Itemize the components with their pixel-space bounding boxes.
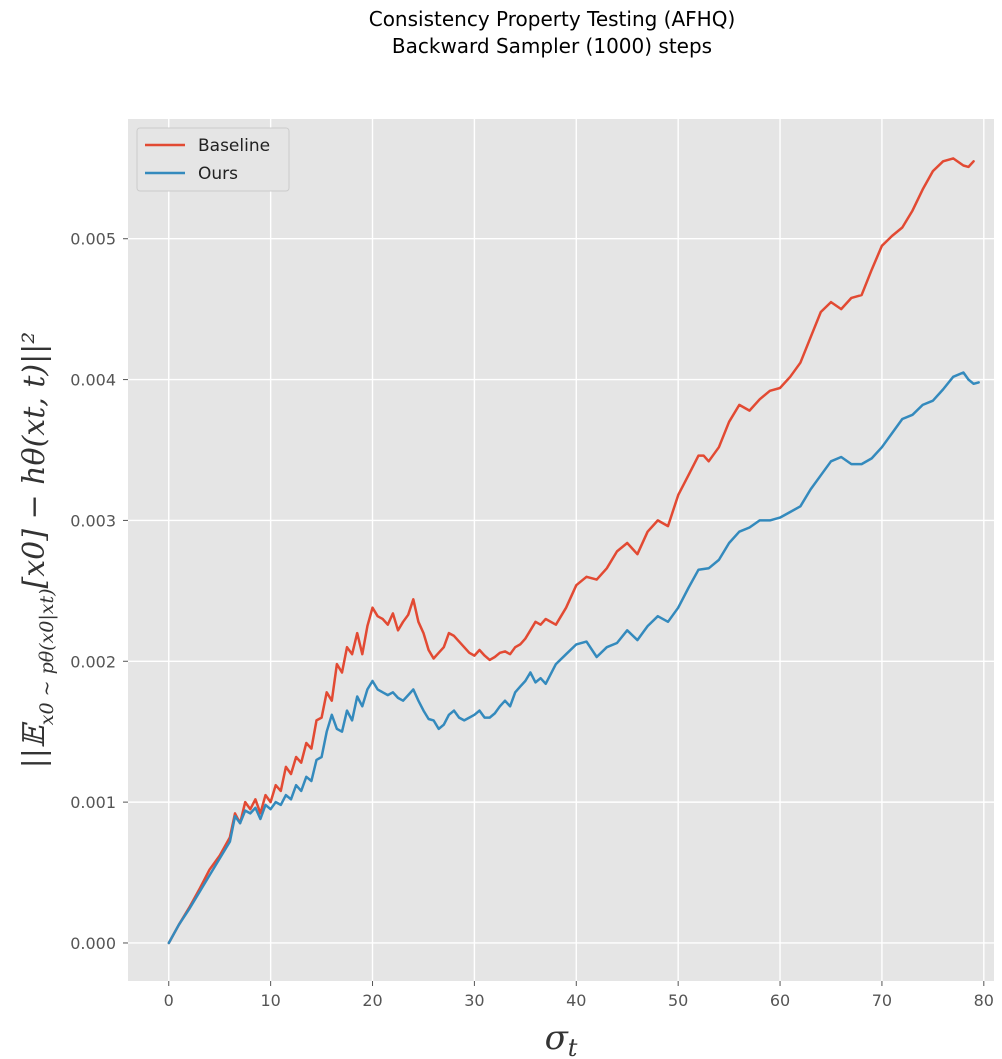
x-axis-ticks: 0 10 20 30 40 50 60 70 80 [164, 981, 994, 1010]
chart-subtitle: Backward Sampler (1000) steps [392, 34, 712, 58]
x-tick-label-3: 30 [464, 991, 484, 1010]
y-tick-label-4: 0.004 [70, 371, 116, 390]
x-tick-label-1: 10 [260, 991, 280, 1010]
y-tick-label-5: 0.005 [70, 230, 116, 249]
y-tick-label-3: 0.003 [70, 511, 116, 530]
y-tick-label-1: 0.001 [70, 793, 116, 812]
x-tick-label-4: 40 [566, 991, 586, 1010]
x-axis-label: σt [545, 1018, 578, 1059]
chart-title: Consistency Property Testing (AFHQ) [369, 7, 736, 31]
x-tick-label-2: 20 [362, 991, 382, 1010]
legend: Baseline Ours [136, 127, 290, 192]
grid-lines [128, 119, 994, 981]
x-tick-label-0: 0 [164, 991, 174, 1010]
x-tick-label-6: 60 [770, 991, 790, 1010]
x-tick-label-7: 70 [872, 991, 892, 1010]
series-layer [167, 157, 980, 945]
x-tick-label-5: 50 [668, 991, 688, 1010]
x-tick-label-8: 80 [974, 991, 994, 1010]
series-line-baseline [167, 157, 975, 945]
series-line-ours [167, 371, 980, 945]
legend-label-baseline: Baseline [198, 136, 270, 156]
legend-label-ours: Ours [198, 164, 238, 184]
y-tick-label-2: 0.002 [70, 652, 116, 671]
plot-area [128, 119, 994, 981]
y-axis-label: ||𝔼x0 ~ pθ(x0|xt)[x0] − hθ(xt, t)||² [17, 332, 58, 769]
y-axis-ticks: 0.000 0.001 0.002 0.003 0.004 0.005 [70, 230, 128, 953]
y-tick-label-0: 0.000 [70, 934, 116, 953]
